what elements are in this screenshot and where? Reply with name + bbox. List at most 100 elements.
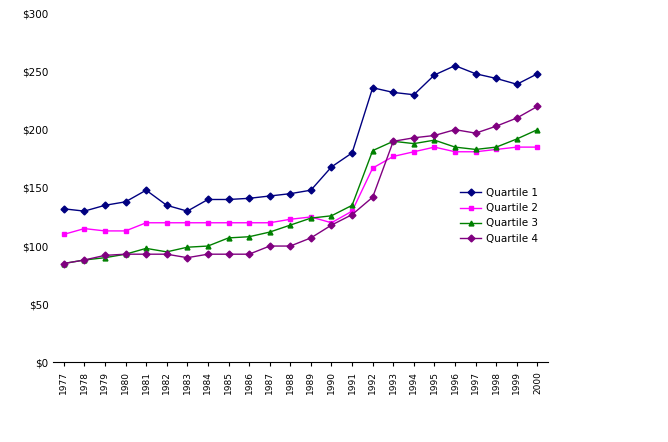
Quartile 2 (327, 220, 335, 225)
Quartile 3 (101, 255, 109, 260)
Line: Quartile 3: Quartile 3 (61, 127, 540, 266)
Quartile 3 (80, 257, 88, 263)
Quartile 1 (101, 202, 109, 208)
Quartile 3 (122, 251, 130, 257)
Quartile 4 (492, 123, 500, 129)
Quartile 4 (307, 235, 315, 240)
Quartile 3 (307, 215, 315, 221)
Quartile 3 (369, 148, 377, 153)
Quartile 3 (430, 137, 438, 143)
Quartile 4 (80, 257, 88, 263)
Quartile 4 (183, 255, 191, 260)
Quartile 1 (492, 76, 500, 81)
Quartile 1 (142, 187, 150, 193)
Quartile 4 (142, 251, 150, 257)
Quartile 1 (122, 199, 130, 205)
Quartile 1 (266, 193, 274, 198)
Quartile 3 (287, 222, 295, 228)
Quartile 4 (369, 194, 377, 200)
Quartile 4 (348, 212, 356, 217)
Quartile 4 (513, 115, 521, 121)
Quartile 2 (183, 220, 191, 225)
Quartile 4 (224, 251, 232, 257)
Line: Quartile 4: Quartile 4 (61, 104, 540, 266)
Quartile 4 (410, 135, 418, 141)
Quartile 1 (59, 206, 67, 211)
Quartile 4 (163, 251, 171, 257)
Quartile 4 (327, 222, 335, 228)
Quartile 2 (534, 145, 542, 150)
Quartile 3 (163, 249, 171, 255)
Quartile 2 (410, 149, 418, 154)
Quartile 1 (513, 82, 521, 87)
Quartile 2 (101, 228, 109, 233)
Quartile 3 (513, 136, 521, 141)
Quartile 1 (327, 164, 335, 170)
Quartile 4 (451, 127, 459, 132)
Quartile 4 (101, 253, 109, 258)
Quartile 4 (287, 244, 295, 249)
Quartile 3 (224, 235, 232, 240)
Quartile 1 (204, 197, 212, 202)
Quartile 1 (410, 92, 418, 97)
Quartile 1 (163, 202, 171, 208)
Quartile 2 (430, 145, 438, 150)
Quartile 1 (348, 150, 356, 156)
Quartile 1 (451, 63, 459, 68)
Quartile 3 (410, 141, 418, 146)
Quartile 2 (224, 220, 232, 225)
Quartile 4 (266, 244, 274, 249)
Quartile 3 (534, 127, 542, 132)
Quartile 2 (80, 226, 88, 231)
Quartile 1 (389, 90, 397, 95)
Quartile 4 (245, 251, 253, 257)
Quartile 1 (224, 197, 232, 202)
Quartile 2 (369, 165, 377, 171)
Quartile 2 (204, 220, 212, 225)
Line: Quartile 1: Quartile 1 (61, 63, 540, 213)
Quartile 1 (307, 187, 315, 193)
Quartile 4 (430, 133, 438, 138)
Quartile 3 (142, 246, 150, 251)
Quartile 2 (513, 145, 521, 150)
Quartile 4 (389, 139, 397, 144)
Quartile 4 (204, 251, 212, 257)
Quartile 4 (534, 104, 542, 109)
Quartile 2 (59, 232, 67, 237)
Quartile 2 (492, 147, 500, 152)
Quartile 2 (163, 220, 171, 225)
Quartile 1 (472, 71, 480, 76)
Quartile 2 (142, 220, 150, 225)
Quartile 3 (492, 145, 500, 150)
Quartile 1 (287, 191, 295, 196)
Legend: Quartile 1, Quartile 2, Quartile 3, Quartile 4: Quartile 1, Quartile 2, Quartile 3, Quar… (456, 184, 542, 248)
Quartile 1 (183, 209, 191, 214)
Quartile 2 (122, 228, 130, 233)
Quartile 1 (534, 71, 542, 76)
Quartile 1 (245, 196, 253, 201)
Quartile 3 (348, 202, 356, 208)
Quartile 3 (245, 234, 253, 240)
Quartile 3 (389, 139, 397, 144)
Quartile 2 (472, 149, 480, 154)
Quartile 3 (451, 145, 459, 150)
Quartile 3 (183, 244, 191, 250)
Quartile 2 (245, 220, 253, 225)
Quartile 1 (80, 209, 88, 214)
Quartile 4 (472, 130, 480, 136)
Quartile 3 (266, 229, 274, 235)
Quartile 3 (327, 213, 335, 218)
Quartile 3 (59, 261, 67, 266)
Quartile 4 (59, 261, 67, 266)
Quartile 2 (307, 214, 315, 220)
Quartile 4 (122, 251, 130, 257)
Quartile 2 (266, 220, 274, 225)
Quartile 3 (204, 244, 212, 249)
Quartile 2 (389, 154, 397, 159)
Quartile 3 (472, 147, 480, 152)
Quartile 1 (430, 72, 438, 78)
Quartile 2 (287, 217, 295, 222)
Quartile 1 (369, 85, 377, 91)
Line: Quartile 2: Quartile 2 (61, 145, 540, 237)
Quartile 2 (451, 149, 459, 154)
